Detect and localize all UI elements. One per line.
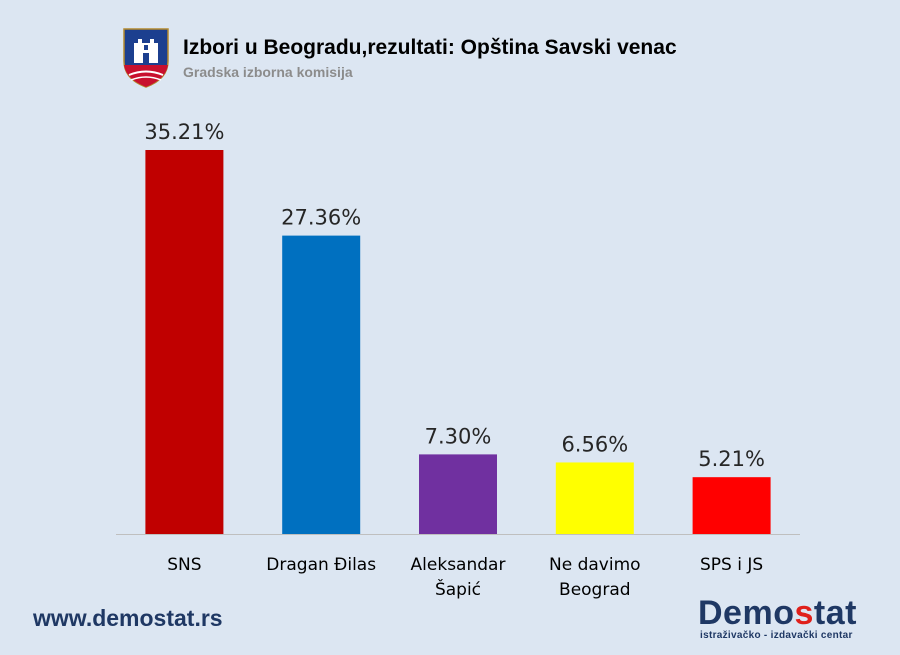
chart-title: Izbori u Beogradu,rezultati: Opština Sav… [183, 36, 677, 59]
bar-4 [692, 477, 771, 534]
data-label-4: 5.21% [698, 447, 765, 471]
demostat-logo: Demostat [698, 594, 857, 632]
brand-tagline: istraživačko - izdavački centar [700, 630, 853, 641]
belgrade-coat-of-arms-icon [123, 28, 169, 88]
category-label-0: SNS [167, 555, 201, 575]
category-label-2: Aleksandar Šapić [411, 555, 506, 600]
data-label-0: 35.21% [144, 120, 224, 144]
chart-subtitle: Gradska izborna komisija [183, 64, 353, 80]
bar-1 [282, 235, 361, 534]
bar-3 [555, 462, 634, 534]
category-label-1: Dragan Đilas [266, 555, 376, 575]
data-label-2: 7.30% [425, 424, 492, 448]
bar-0 [145, 150, 224, 534]
bar-2 [419, 454, 497, 534]
category-label-3: Ne davimo Beograd [549, 555, 641, 600]
website-link[interactable]: www.demostat.rs [33, 605, 223, 631]
data-label-3: 6.56% [561, 432, 628, 456]
category-label-4: SPS i JS [700, 555, 763, 575]
data-label-1: 27.36% [281, 206, 361, 230]
